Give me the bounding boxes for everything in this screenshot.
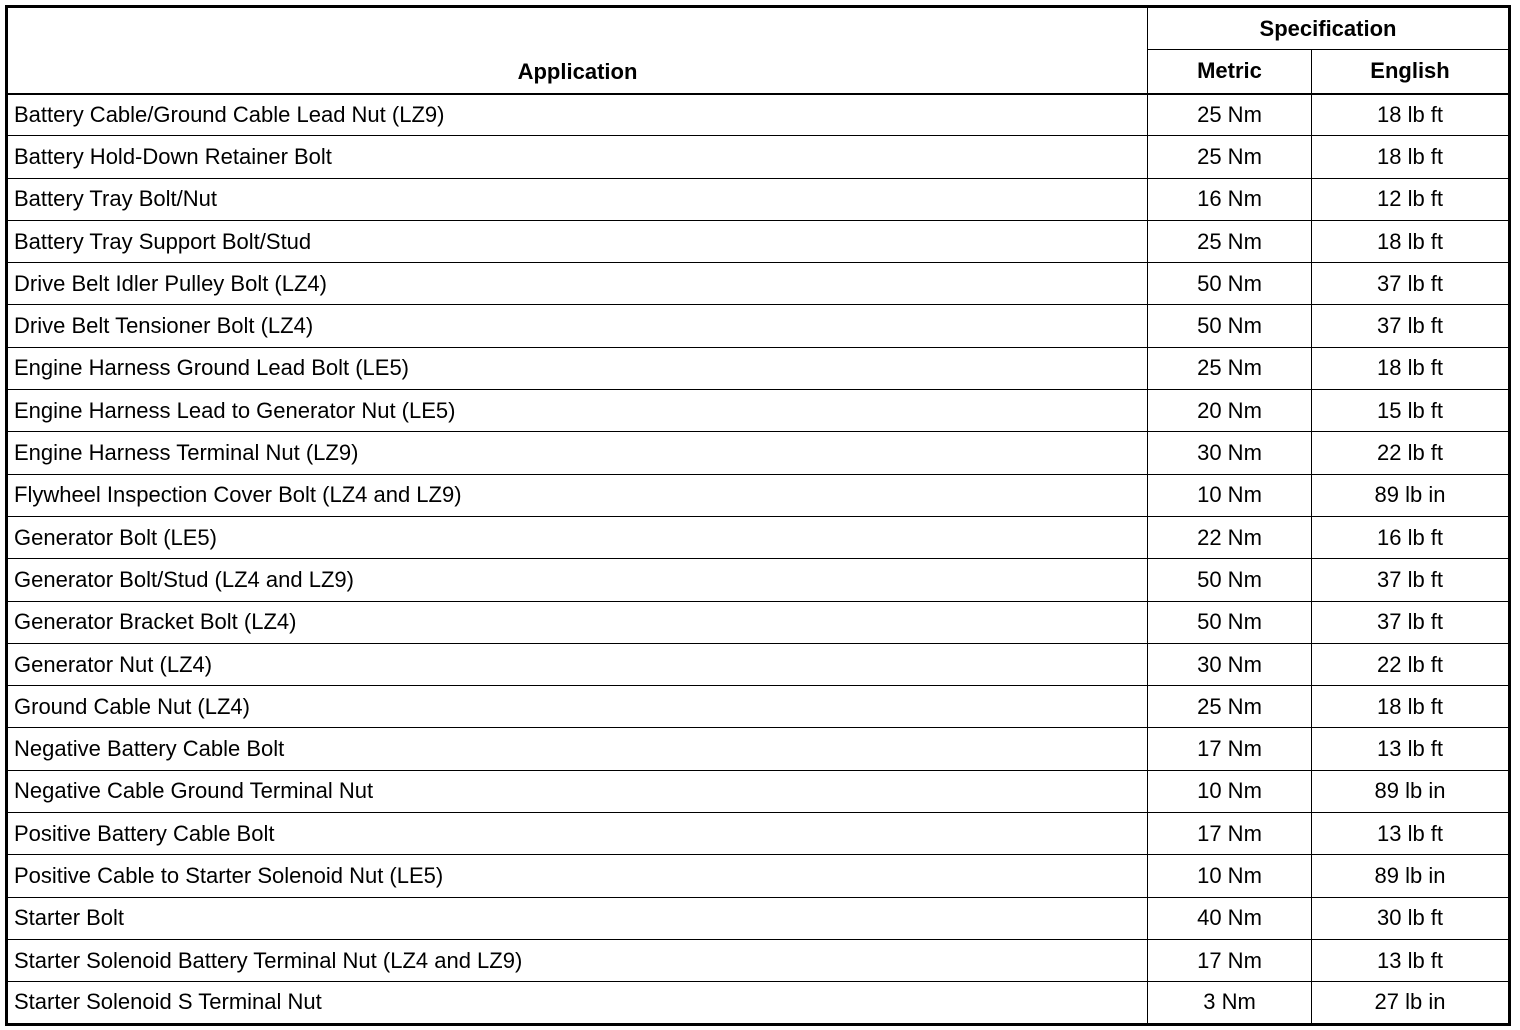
application-cell: Starter Solenoid S Terminal Nut <box>6 981 1148 1025</box>
application-cell: Starter Solenoid Battery Terminal Nut (L… <box>6 938 1148 983</box>
application-cell: Battery Cable/Ground Cable Lead Nut (LZ9… <box>6 92 1148 137</box>
application-cell: Battery Tray Bolt/Nut <box>6 177 1148 221</box>
metric-cell: 10 Nm <box>1147 473 1312 517</box>
application-header: Application <box>6 6 1148 95</box>
english-cell: 18 lb ft <box>1310 685 1511 729</box>
metric-cell: 16 Nm <box>1147 177 1312 221</box>
application-cell: Generator Nut (LZ4) <box>6 642 1148 687</box>
metric-cell: 25 Nm <box>1147 685 1312 729</box>
english-cell: 16 lb ft <box>1310 515 1511 560</box>
specification-header: Specification <box>1146 6 1511 50</box>
application-cell: Flywheel Inspection Cover Bolt (LZ4 and … <box>6 473 1148 517</box>
table-row: Engine Harness Lead to Generator Nut (LE… <box>6 389 1511 433</box>
table-row: Generator Nut (LZ4) 30 Nm 22 lb ft <box>6 642 1511 687</box>
english-cell: 37 lb ft <box>1310 558 1511 602</box>
english-cell: 89 lb in <box>1310 769 1511 814</box>
english-cell: 13 lb ft <box>1310 812 1511 856</box>
table-row: Generator Bolt (LE5) 22 Nm 16 lb ft <box>6 515 1511 560</box>
metric-cell: 50 Nm <box>1147 304 1312 348</box>
english-cell: 18 lb ft <box>1310 219 1511 264</box>
table-row: Positive Cable to Starter Solenoid Nut (… <box>6 854 1511 898</box>
table-row: Starter Solenoid S Terminal Nut 3 Nm 27 lb… <box>6 981 1511 1025</box>
english-cell: 13 lb ft <box>1310 938 1511 983</box>
metric-cell: 50 Nm <box>1147 600 1312 644</box>
metric-cell: 30 Nm <box>1147 431 1312 475</box>
application-cell: Generator Bracket Bolt (LZ4) <box>6 600 1148 644</box>
metric-cell: 17 Nm <box>1147 727 1312 771</box>
application-cell: Engine Harness Lead to Generator Nut (LE… <box>6 389 1148 433</box>
table-row: Negative Battery Cable Bolt 17 Nm 13 lb ft <box>6 727 1511 771</box>
english-cell: 37 lb ft <box>1310 600 1511 644</box>
table-row: Starter Bolt 40 Nm 30 lb ft <box>6 896 1511 940</box>
application-cell: Drive Belt Tensioner Bolt (LZ4) <box>6 304 1148 348</box>
table-row: Ground Cable Nut (LZ4) 25 Nm 18 lb ft <box>6 685 1511 729</box>
table-row: Battery Tray Support Bolt/Stud 25 Nm 18 lb… <box>6 219 1511 264</box>
metric-cell: 30 Nm <box>1147 642 1312 687</box>
table-row: Battery Tray Bolt/Nut 16 Nm 12 lb ft <box>6 177 1511 221</box>
english-cell: 12 lb ft <box>1310 177 1511 221</box>
english-cell: 37 lb ft <box>1310 304 1511 348</box>
table-row: Engine Harness Ground Lead Bolt (LE5) 25 … <box>6 346 1511 391</box>
table-row: Generator Bolt/Stud (LZ4 and LZ9) 50 Nm 37… <box>6 558 1511 602</box>
english-cell: 15 lb ft <box>1310 389 1511 433</box>
table-row: Flywheel Inspection Cover Bolt (LZ4 and … <box>6 473 1511 517</box>
application-cell: Drive Belt Idler Pulley Bolt (LZ4) <box>6 262 1148 306</box>
application-cell: Positive Cable to Starter Solenoid Nut (… <box>6 854 1148 898</box>
metric-cell: 50 Nm <box>1147 558 1312 602</box>
table-row: Battery Hold-Down Retainer Bolt 25 Nm 18 l… <box>6 135 1511 179</box>
metric-cell: 17 Nm <box>1147 812 1312 856</box>
application-cell: Negative Cable Ground Terminal Nut <box>6 769 1148 814</box>
table-row: Battery Cable/Ground Cable Lead Nut (LZ9… <box>6 92 1511 137</box>
english-cell: 18 lb ft <box>1310 346 1511 391</box>
english-cell: 37 lb ft <box>1310 262 1511 306</box>
english-cell: 89 lb in <box>1310 473 1511 517</box>
table-row: Negative Cable Ground Terminal Nut 10 Nm 8… <box>6 769 1511 814</box>
application-cell: Battery Tray Support Bolt/Stud <box>6 219 1148 264</box>
metric-cell: 10 Nm <box>1147 854 1312 898</box>
application-cell: Negative Battery Cable Bolt <box>6 727 1148 771</box>
metric-cell: 25 Nm <box>1147 92 1312 137</box>
application-cell: Engine Harness Terminal Nut (LZ9) <box>6 431 1148 475</box>
metric-cell: 20 Nm <box>1147 389 1312 433</box>
application-cell: Engine Harness Ground Lead Bolt (LE5) <box>6 346 1148 391</box>
english-cell: 13 lb ft <box>1310 727 1511 771</box>
table-row: Generator Bracket Bolt (LZ4) 50 Nm 37 lb f… <box>6 600 1511 644</box>
application-cell: Generator Bolt (LE5) <box>6 515 1148 560</box>
english-cell: 30 lb ft <box>1310 896 1511 940</box>
table-body: Battery Cable/Ground Cable Lead Nut (LZ9… <box>6 92 1511 1025</box>
table-row: Starter Solenoid Battery Terminal Nut (L… <box>6 938 1511 983</box>
application-cell: Generator Bolt/Stud (LZ4 and LZ9) <box>6 558 1148 602</box>
table-row: Drive Belt Tensioner Bolt (LZ4) 50 Nm 37 l… <box>6 304 1511 348</box>
english-cell: 18 lb ft <box>1310 92 1511 137</box>
application-cell: Positive Battery Cable Bolt <box>6 812 1148 856</box>
english-cell: 89 lb in <box>1310 854 1511 898</box>
english-cell: 27 lb in <box>1310 981 1511 1025</box>
metric-cell: 25 Nm <box>1147 219 1312 264</box>
metric-cell: 40 Nm <box>1147 896 1312 940</box>
english-cell: 22 lb ft <box>1310 642 1511 687</box>
metric-cell: 22 Nm <box>1147 515 1312 560</box>
application-cell: Ground Cable Nut (LZ4) <box>6 685 1148 729</box>
english-header: English <box>1310 49 1511 95</box>
table-row: Positive Battery Cable Bolt 17 Nm 13 lb ft <box>6 812 1511 856</box>
application-cell: Starter Bolt <box>6 896 1148 940</box>
metric-cell: 3 Nm <box>1147 981 1312 1025</box>
torque-specification-table: Application Specification Metric English… <box>5 5 1512 1026</box>
english-cell: 18 lb ft <box>1310 135 1511 179</box>
metric-cell: 25 Nm <box>1147 346 1312 391</box>
table-row: Engine Harness Terminal Nut (LZ9) 30 Nm 22… <box>6 431 1511 475</box>
application-cell: Battery Hold-Down Retainer Bolt <box>6 135 1148 179</box>
metric-cell: 10 Nm <box>1147 769 1312 814</box>
table-row: Drive Belt Idler Pulley Bolt (LZ4) 50 Nm 3… <box>6 262 1511 306</box>
metric-cell: 17 Nm <box>1147 938 1312 983</box>
metric-header: Metric <box>1147 49 1312 95</box>
metric-cell: 50 Nm <box>1147 262 1312 306</box>
metric-cell: 25 Nm <box>1147 135 1312 179</box>
english-cell: 22 lb ft <box>1310 431 1511 475</box>
